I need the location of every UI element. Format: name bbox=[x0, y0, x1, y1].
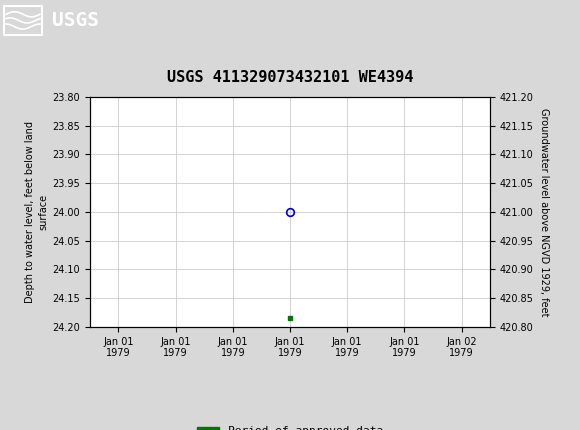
Y-axis label: Groundwater level above NGVD 1929, feet: Groundwater level above NGVD 1929, feet bbox=[539, 108, 549, 316]
Y-axis label: Depth to water level, feet below land
surface: Depth to water level, feet below land su… bbox=[25, 121, 48, 303]
Legend: Period of approved data: Period of approved data bbox=[193, 422, 387, 430]
Text: USGS: USGS bbox=[52, 11, 99, 30]
Bar bbox=[4, 6, 42, 35]
Text: USGS 411329073432101 WE4394: USGS 411329073432101 WE4394 bbox=[167, 70, 413, 85]
